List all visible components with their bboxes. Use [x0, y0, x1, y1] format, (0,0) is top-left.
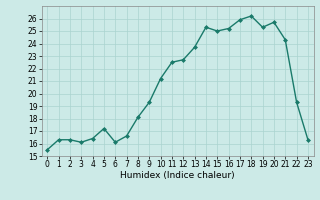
X-axis label: Humidex (Indice chaleur): Humidex (Indice chaleur) [120, 171, 235, 180]
